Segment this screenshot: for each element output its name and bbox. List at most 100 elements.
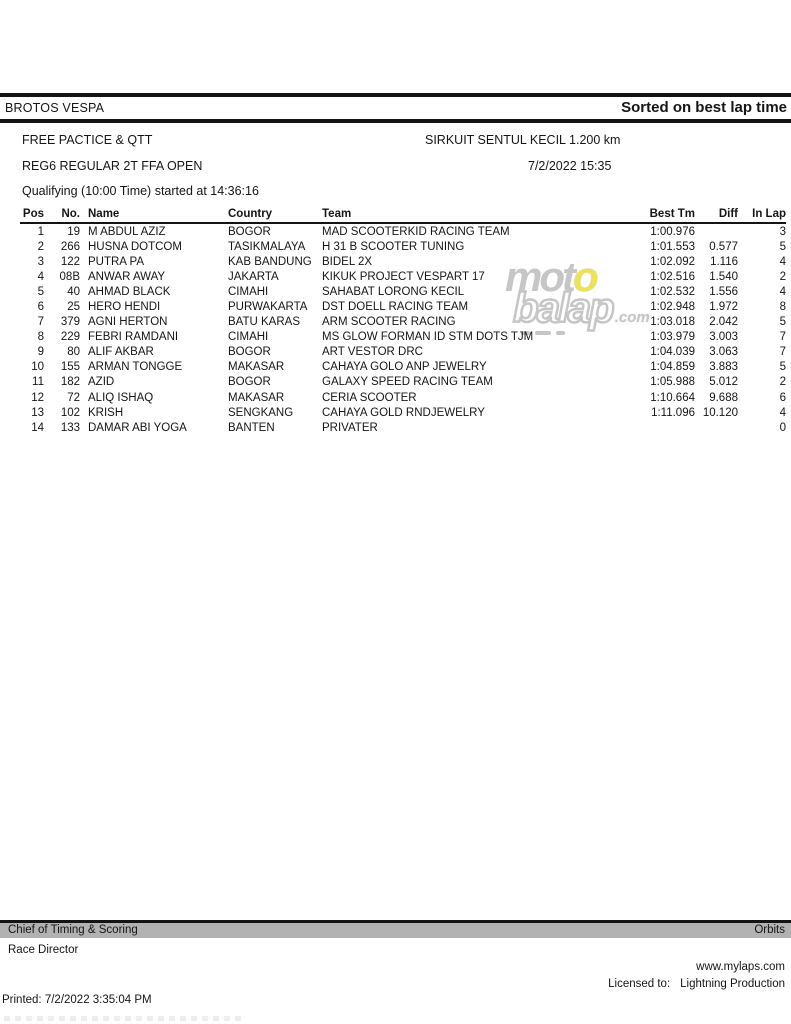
cell-name: AHMAD BLACK <box>88 285 171 298</box>
license-line: Licensed to: Lightning Production <box>608 978 785 990</box>
table-row: 7 379 AGNI HERTON BATU KARAS ARM SCOOTER RAC… <box>20 315 786 330</box>
cell-diff <box>695 223 738 239</box>
cell-best_tm: 1:01.553 <box>650 240 695 253</box>
cell-best_tm: 1:02.532 <box>650 285 695 298</box>
cell-in_lap: 4 <box>779 255 786 268</box>
cell-pos: 12 <box>31 391 44 404</box>
cell-best_tm: 1:03.979 <box>650 331 695 344</box>
masthead: BROTOS VESPA Sorted on best lap time <box>5 97 787 118</box>
top-rule <box>0 93 791 97</box>
cell-diff: 1.972 <box>709 301 738 314</box>
cell-team: KIKUK PROJECT VESPART 17 <box>322 270 485 283</box>
cell-in_lap: 4 <box>779 285 786 298</box>
cell-team: ART VESTOR DRC <box>322 346 423 359</box>
cell-team: CERIA SCOOTER <box>322 391 417 404</box>
footer-signature-bar: Chief of Timing & Scoring Orbits <box>0 922 791 938</box>
cell-team: PRIVATER <box>322 421 378 434</box>
cell-no: 25 <box>67 301 80 314</box>
cell-country: CIMAHI <box>228 285 269 298</box>
cell-country: BOGOR <box>228 346 271 359</box>
cell-country: BANTEN <box>228 421 275 434</box>
sort-order-label: Sorted on best lap time <box>621 99 787 116</box>
cell-name: ANWAR AWAY <box>88 270 166 283</box>
table-row: 13 102 KRISH SENGKANG CAHAYA GOLD RNDJEWELRY… <box>20 405 786 420</box>
session-detail: Qualifying (10:00 Time) started at 14:36… <box>22 184 259 198</box>
cell-diff: 2.042 <box>709 316 738 329</box>
cell-diff: 1.556 <box>709 285 738 298</box>
cell-diff: 0.577 <box>709 240 738 253</box>
column-header-in_lap: In Lap <box>738 204 786 224</box>
watermark-speed-dashes <box>521 331 667 335</box>
cell-best_tm: 1:04.039 <box>650 346 695 359</box>
cell-name: HUSNA DOTCOM <box>88 240 182 253</box>
cell-pos: 14 <box>31 421 44 434</box>
header-row: Pos No. Name Country Team Best Tm Diff In Lap <box>20 204 786 224</box>
cell-diff <box>695 420 738 435</box>
cell-diff: 5.012 <box>709 376 738 389</box>
cell-name: ARMAN TONGGE <box>88 361 183 374</box>
cell-diff: 9.688 <box>709 391 738 404</box>
cell-country: CIMAHI <box>228 331 269 344</box>
results-body: 1 19 M ABDUL AZIZ BOGOR MAD SCOOTERKID RACIN… <box>20 223 786 435</box>
cell-pos: 1 <box>37 225 44 238</box>
cell-best_tm: 1:05.988 <box>650 376 695 389</box>
cell-name: PUTRA PA <box>88 255 145 268</box>
cell-in_lap: 3 <box>779 225 786 238</box>
mylaps-website-text: www.mylaps.com <box>696 961 785 973</box>
table-row: 12 72 ALIQ ISHAQ MAKASAR CERIA SCOOTER 1:10.6… <box>20 390 786 405</box>
watermark-word-moto: moto <box>505 253 599 300</box>
printed-timestamp: Printed: 7/2/2022 3:35:04 PM <box>2 994 152 1006</box>
cell-no: 133 <box>60 421 80 434</box>
cell-best_tm: 1:10.664 <box>650 391 695 404</box>
cell-no: 155 <box>60 361 80 374</box>
cell-team: MAD SCOOTERKID RACING TEAM <box>322 225 510 238</box>
cell-team: H 31 B SCOOTER TUNING <box>322 240 465 253</box>
cell-team: BIDEL 2X <box>322 255 373 268</box>
cell-country: MAKASAR <box>228 361 285 374</box>
cell-pos: 9 <box>37 346 44 359</box>
column-header-team: Team <box>322 204 642 224</box>
cell-in_lap: 5 <box>779 316 786 329</box>
cell-best_tm: 1:11.096 <box>651 406 695 419</box>
cell-name: ALIQ ISHAQ <box>88 391 154 404</box>
cell-best_tm: 1:00.976 <box>650 225 695 238</box>
cell-no: 266 <box>60 240 80 253</box>
cell-no: 40 <box>67 285 80 298</box>
cell-diff: 3.883 <box>709 361 738 374</box>
cell-diff: 10.120 <box>702 406 738 419</box>
cell-pos: 7 <box>37 316 44 329</box>
watermark-suffix-com: .com <box>614 309 650 326</box>
results-table: Pos No. Name Country Team Best Tm Diff In Lap 1… <box>20 204 786 435</box>
cell-team: MS GLOW FORMAN ID STM DOTS TJM <box>322 331 534 344</box>
cell-in_lap: 4 <box>779 406 786 419</box>
cell-in_lap: 5 <box>779 361 786 374</box>
class-name: REG6 REGULAR 2T FFA OPEN <box>22 159 203 173</box>
table-row: 4 08B ANWAR AWAY JAKARTA KIKUK PROJECT VESPA… <box>20 269 786 284</box>
column-header-best_tm: Best Tm <box>642 204 695 224</box>
table-row: 10 155 ARMAN TONGGE MAKASAR CAHAYA GOLO ANP … <box>20 360 786 375</box>
table-row: 11 182 AZID BOGOR GALAXY SPEED RACING TEAM 1:… <box>20 375 786 390</box>
cell-in_lap: 8 <box>779 301 786 314</box>
table-row: 9 80 ALIF AKBAR BOGOR ART VESTOR DRC 1:04.039… <box>20 345 786 360</box>
cell-no: 122 <box>60 255 80 268</box>
cell-country: TASIKMALAYA <box>228 240 306 253</box>
cell-name: FEBRI RAMDANI <box>88 331 179 344</box>
licensed-to-label: Licensed to: <box>608 978 671 990</box>
table-row: 2 266 HUSNA DOTCOM TASIKMALAYA H 31 B SCOOTE… <box>20 239 786 254</box>
cell-country: BOGOR <box>228 225 271 238</box>
cell-name: AZID <box>88 376 115 389</box>
cell-country: BOGOR <box>228 376 271 389</box>
cell-pos: 8 <box>37 331 44 344</box>
cell-team: CAHAYA GOLO ANP JEWELRY <box>322 361 487 374</box>
cell-no: 80 <box>67 346 80 359</box>
cell-in_lap: 6 <box>779 391 786 404</box>
cell-team: DST DOELL RACING TEAM <box>322 301 469 314</box>
column-header-country: Country <box>228 204 322 224</box>
cell-name: AGNI HERTON <box>88 316 168 329</box>
cell-name: ALIF AKBAR <box>88 346 154 359</box>
cell-name: M ABDUL AZIZ <box>88 225 166 238</box>
cell-pos: 4 <box>37 270 44 283</box>
circuit-name: SIRKUIT SENTUL KECIL 1.200 km <box>425 133 621 147</box>
cell-country: KAB BANDUNG <box>228 255 312 268</box>
